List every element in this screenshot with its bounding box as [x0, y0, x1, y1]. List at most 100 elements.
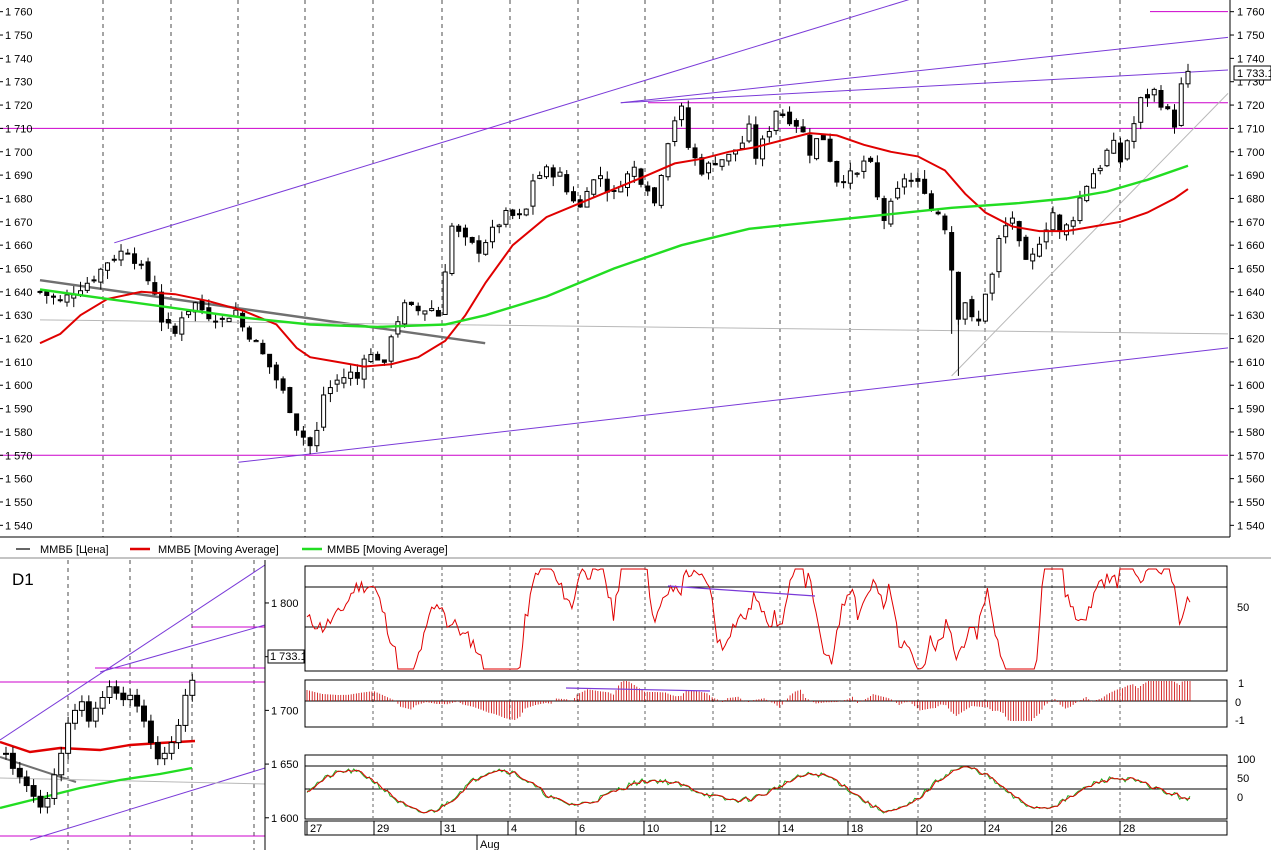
- candle-body: [814, 138, 820, 160]
- d1-trend-line: [0, 564, 266, 741]
- candle-body: [179, 317, 185, 335]
- date-label: 12: [714, 823, 726, 835]
- candle-body: [287, 387, 293, 414]
- date-label: 18: [851, 823, 863, 835]
- left-tick-label: 1 750: [5, 30, 33, 42]
- d1-candle-body: [127, 694, 134, 701]
- candle-body: [503, 209, 509, 225]
- candle-body: [1144, 94, 1150, 99]
- candle-body: [1171, 109, 1177, 128]
- trend-line: [620, 36, 1229, 104]
- date-label: 24: [988, 823, 1000, 835]
- left-tick-label: 1 540: [5, 520, 33, 532]
- candle-body: [658, 175, 664, 206]
- month-label: Aug: [480, 839, 500, 850]
- d1-candle-body: [106, 686, 113, 698]
- candle-body: [665, 143, 671, 178]
- candle-body: [901, 178, 907, 188]
- right-tick-label: 1 720: [1237, 100, 1265, 112]
- d1-tick-label: 1 700: [271, 705, 299, 717]
- candle-body: [523, 208, 529, 216]
- candle-body: [1057, 214, 1063, 232]
- candle-body: [307, 437, 313, 447]
- candle-body: [422, 310, 428, 315]
- left-tick-label: 1 630: [5, 310, 33, 322]
- left-tick-label: 1 710: [5, 123, 33, 135]
- candle-body: [186, 311, 192, 316]
- candle-body: [375, 353, 381, 361]
- candle-body: [996, 237, 1002, 273]
- d1-candle-body: [16, 767, 23, 778]
- candle-body: [111, 258, 117, 261]
- candle-body: [591, 179, 597, 195]
- candle-body: [138, 263, 144, 266]
- candle-body: [368, 354, 374, 362]
- left-tick-label: 1 680: [5, 193, 33, 205]
- candle-body: [1097, 167, 1103, 172]
- candle-body: [1070, 220, 1076, 227]
- left-price-axis: 1 540 1 550 1 560 1 570 1 580 1 590 1 600 1 610…: [0, 7, 33, 532]
- candle-body: [1124, 140, 1130, 160]
- candle-body: [489, 226, 495, 243]
- date-labels: 27 29 31 4 6 10 12 14 18 20 24 26 28: [306, 821, 1135, 835]
- candle-body: [1138, 97, 1144, 123]
- right-tick-label: 1 580: [1237, 427, 1265, 439]
- candle-body: [739, 142, 745, 150]
- d1-candle-body: [161, 752, 168, 760]
- candle-body: [442, 271, 448, 315]
- candle-body: [132, 253, 138, 264]
- left-tick-label: 1 670: [5, 217, 33, 229]
- right-tick-label: 1 750: [1237, 30, 1265, 42]
- candle-body: [327, 387, 333, 395]
- candle-body: [645, 185, 651, 192]
- d1-candle-body: [30, 785, 37, 797]
- candle-body: [395, 321, 401, 335]
- candle-body: [1003, 225, 1009, 238]
- candle-body: [530, 180, 536, 207]
- d1-candle-body: [51, 774, 58, 799]
- candle-body: [543, 166, 549, 178]
- d1-candle-body: [78, 701, 85, 711]
- candle-body: [706, 162, 712, 174]
- left-tick-label: 1 660: [5, 240, 33, 252]
- d1-ma-red-line: [0, 739, 196, 754]
- stochastic-tick-0: 0: [1237, 792, 1243, 804]
- candle-body: [969, 299, 975, 318]
- left-tick-label: 1 600: [5, 380, 33, 392]
- right-tick-label: 1 600: [1237, 380, 1265, 392]
- d1-last-price-box: [267, 649, 305, 664]
- trend-line: [39, 278, 486, 345]
- candle-body: [719, 159, 725, 167]
- candle-body: [469, 236, 475, 243]
- candle-body: [564, 174, 570, 193]
- d1-candle-body: [72, 709, 78, 724]
- candle-body: [895, 187, 901, 199]
- candle-body: [462, 227, 468, 238]
- d1-candle-body: [3, 752, 9, 755]
- candle-body: [976, 318, 982, 322]
- candle-body: [712, 162, 718, 166]
- candle-body: [861, 160, 867, 172]
- candle-body: [780, 113, 786, 117]
- candle-body: [1165, 106, 1171, 110]
- candle-body: [915, 178, 921, 182]
- right-tick-label: 1 590: [1237, 404, 1265, 416]
- momentum-frame: [304, 679, 1228, 728]
- d1-ma-green-line: [0, 766, 193, 810]
- last-price-box: [1233, 65, 1271, 81]
- candle-body: [679, 105, 685, 121]
- candle-body: [402, 302, 408, 325]
- stochastic-d-line: [306, 766, 1191, 814]
- level-lines: [0, 11, 1228, 456]
- candle-body: [625, 173, 631, 189]
- d1-candle-body: [92, 707, 99, 722]
- d1-candle-body: [154, 742, 161, 760]
- candle-body: [820, 134, 826, 141]
- candle-body: [84, 282, 90, 291]
- candle-body: [787, 111, 793, 125]
- candle-body: [982, 293, 988, 322]
- left-tick-label: 1 700: [5, 147, 33, 159]
- left-tick-label: 1 610: [5, 357, 33, 369]
- candle-body: [874, 162, 880, 198]
